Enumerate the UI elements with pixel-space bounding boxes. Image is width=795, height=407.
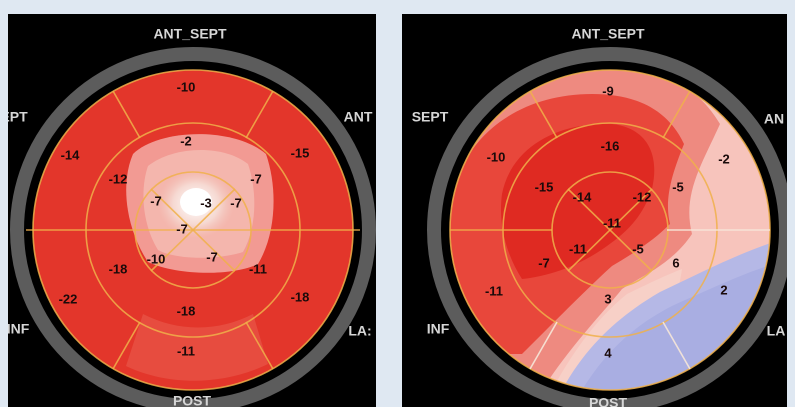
segment-value: -18 [177, 303, 196, 318]
segment-value: -18 [109, 261, 128, 276]
segment-value: 2 [720, 282, 727, 297]
bullseye-left-svg: ANT_SEPT EPT ANT INF LA: POST -10 -15 -1… [8, 26, 376, 407]
outer-ring [10, 47, 376, 407]
segment-value: -7 [230, 195, 242, 210]
orientation-right-label: ANT [344, 109, 373, 125]
segment-value: 6 [672, 255, 679, 270]
segment-value: -15 [291, 145, 310, 160]
orientation-left-low-label: INF [8, 321, 30, 337]
segment-value: -10 [487, 149, 506, 164]
segment-value: -11 [569, 241, 587, 256]
segment-value: -12 [633, 189, 652, 204]
segment-value: -5 [672, 179, 684, 194]
segment-value: -10 [147, 251, 166, 266]
segment-value: -11 [249, 261, 267, 276]
segment-value: 4 [604, 345, 612, 360]
orientation-right-label: AN [764, 111, 784, 127]
orientation-bottom-label: POST [173, 393, 212, 407]
segment-value: -3 [200, 195, 212, 210]
segment-value: 3 [604, 291, 611, 306]
bullseye-plot-left: ANT_SEPT EPT ANT INF LA: POST -10 -15 -1… [8, 14, 376, 407]
outer-ring [427, 47, 787, 407]
segment-value: -11 [177, 343, 195, 358]
segment-grid-right [449, 69, 771, 391]
segment-value: -7 [150, 193, 162, 208]
segment-value: -7 [538, 255, 550, 270]
orientation-top-label: ANT_SEPT [153, 26, 227, 42]
segment-value: -18 [291, 289, 310, 304]
orientation-left-label: SEPT [412, 109, 449, 125]
orientation-bottom-label: POST [589, 395, 628, 407]
segment-value: -11 [603, 215, 621, 230]
segment-value: -22 [59, 291, 78, 306]
segment-value: -16 [601, 138, 620, 153]
orientation-right-low-label: LA [767, 323, 786, 339]
segment-value: -7 [176, 221, 188, 236]
segment-value: -12 [109, 171, 128, 186]
segment-value: -2 [718, 151, 730, 166]
segment-value: -5 [632, 241, 644, 256]
segment-value: -9 [602, 83, 614, 98]
segment-value: -7 [250, 171, 262, 186]
segment-value: -14 [573, 189, 593, 204]
orientation-left-label: EPT [8, 109, 28, 125]
orientation-left-low-label: INF [427, 321, 450, 337]
segment-value: -7 [206, 249, 218, 264]
segment-value: -10 [177, 79, 196, 94]
segment-value: -14 [61, 147, 81, 162]
bullseye-plot-right: ANT_SEPT SEPT AN INF LA POST -9 -2 -10 2… [402, 14, 787, 407]
segment-grid-left [26, 69, 360, 391]
segment-value: -15 [535, 179, 554, 194]
orientation-top-label: ANT_SEPT [571, 26, 645, 42]
bullseye-right-svg: ANT_SEPT SEPT AN INF LA POST -9 -2 -10 2… [412, 26, 787, 407]
segment-value: -11 [485, 283, 503, 298]
orientation-right-low-label: LA: [348, 323, 371, 339]
segment-value: -2 [180, 133, 192, 148]
